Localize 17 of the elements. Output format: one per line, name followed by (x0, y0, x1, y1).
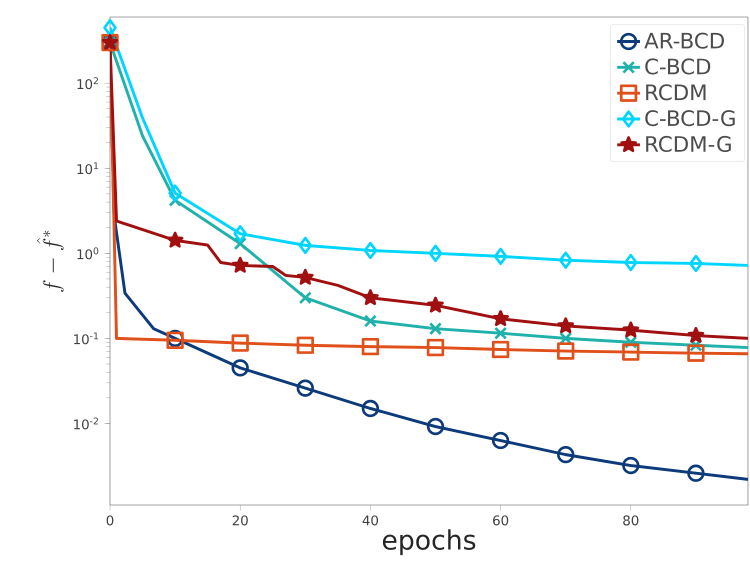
y-tick-label: 10$^{1}$ (77, 162, 98, 174)
x-tick-label: 60 (493, 515, 508, 526)
x-tick-label: 80 (623, 515, 638, 526)
legend-label: C-BCD (645, 58, 710, 75)
y-axis-title: $f-\hat{f}^*$ (36, 230, 64, 292)
y-tick-label: 10$^{-1}$ (74, 332, 98, 344)
legend-label: RCDM-G (646, 136, 731, 152)
x-tick-label: 40 (362, 515, 378, 526)
y-tick-label: 10$^{2}$ (77, 77, 98, 90)
y-tick-label: 10$^{0}$ (77, 247, 98, 260)
x-tick-label: 0 (106, 515, 114, 526)
legend-label: C-BCD-G (645, 110, 735, 126)
x-tick-label: 20 (232, 515, 248, 526)
legend-label: AR-BCD (644, 32, 724, 49)
x-axis-title: epochs (382, 529, 476, 556)
y-tick-label: 10$^{-2}$ (74, 417, 98, 430)
legend-label: RCDM (646, 84, 706, 100)
